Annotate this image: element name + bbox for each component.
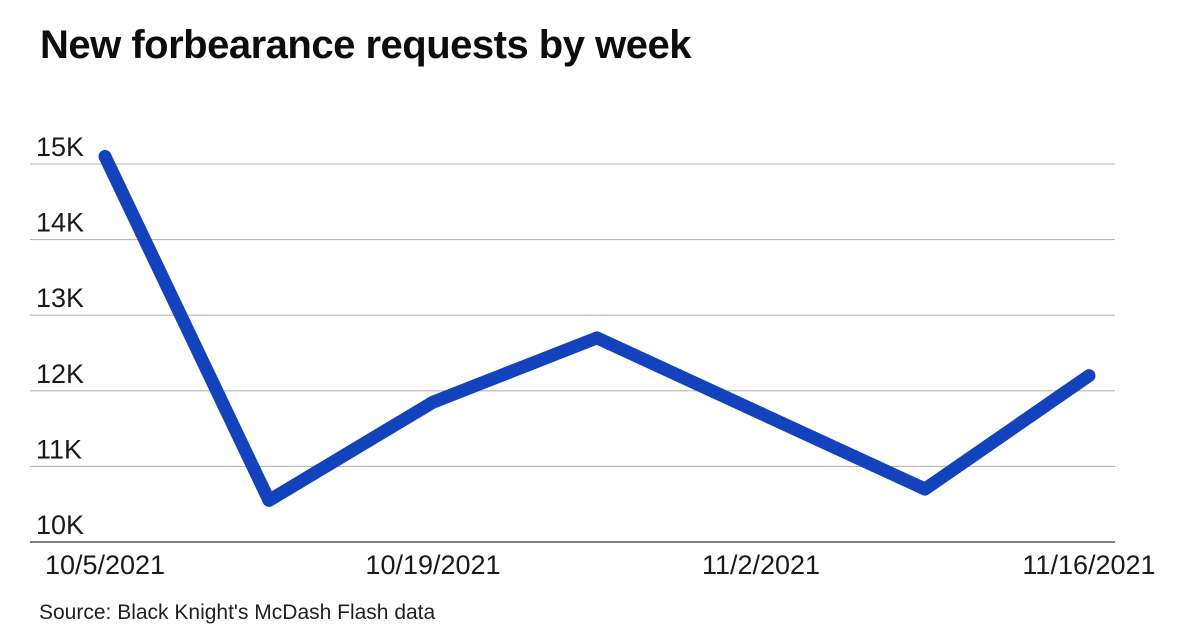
x-tick-label: 10/5/2021 (45, 550, 165, 580)
x-tick-label: 11/2/2021 (702, 550, 820, 580)
y-tick-label: 11K (36, 434, 82, 464)
x-tick-label: 11/16/2021 (1022, 550, 1155, 580)
y-tick-label: 10K (36, 510, 84, 540)
x-tick-label: 10/19/2021 (365, 550, 500, 580)
y-tick-label: 13K (36, 283, 84, 313)
chart-title: New forbearance requests by week (40, 23, 691, 67)
data-series-line (98, 149, 1096, 507)
y-tick-label: 14K (36, 208, 84, 238)
y-tick-label: 12K (36, 359, 84, 389)
y-tick-label: 15K (36, 132, 84, 162)
source-note: Source: Black Knight's McDash Flash data (39, 601, 436, 624)
